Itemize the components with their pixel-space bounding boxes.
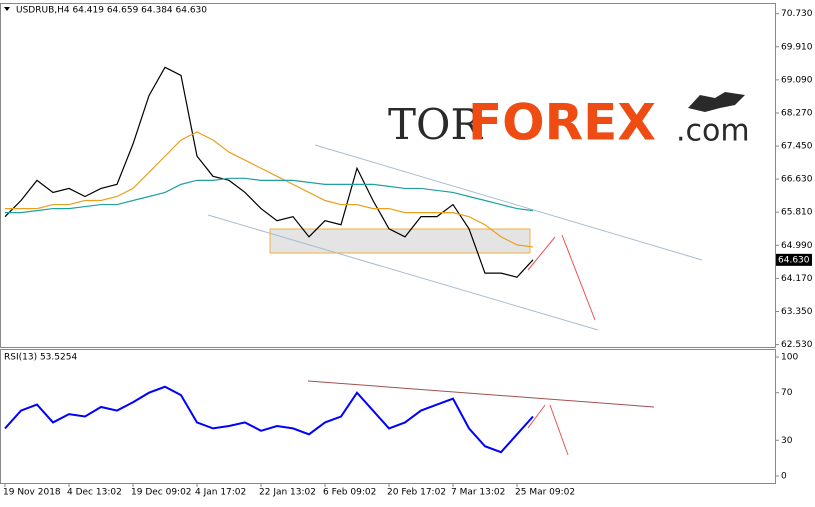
y-tick-label: 66.630 — [781, 175, 813, 185]
arrow — [561, 234, 596, 321]
x-tick-label: 20 Feb 17:02 — [387, 488, 446, 498]
series-line — [5, 177, 534, 214]
watermark-com: .com — [676, 114, 750, 149]
y-tick-label: 69.910 — [781, 42, 813, 52]
y-tick-label: 64.170 — [781, 274, 813, 284]
x-tick-label: 19 Nov 2018 — [3, 488, 61, 498]
watermark-forex: FOREX — [468, 94, 656, 152]
series-line — [5, 131, 534, 248]
y-tick-label: 30 — [781, 436, 793, 446]
last-price-box — [776, 253, 812, 266]
forecast-arrows — [307, 234, 655, 456]
arrow — [549, 404, 569, 456]
y-tick-label: 69.090 — [781, 75, 813, 85]
rsi-trendline — [307, 380, 655, 408]
y-tick-label: 0 — [781, 471, 787, 481]
x-tick-label: 4 Jan 17:02 — [195, 488, 246, 498]
y-tick-label: 65.810 — [781, 208, 813, 218]
price-title: USDRUB,H4 64.419 64.659 64.384 64.630 — [16, 6, 207, 16]
x-tick-label: 7 Mar 13:02 — [451, 488, 505, 498]
y-tick-label: 68.270 — [781, 108, 813, 118]
y-tick-label: 67.450 — [781, 142, 813, 152]
x-tick-label: 4 Dec 13:02 — [67, 488, 122, 498]
channel-bottom — [207, 214, 599, 331]
y-tick-label: 70 — [781, 388, 793, 398]
series-line — [4, 66, 534, 278]
arrow — [527, 236, 556, 271]
last-price-label: 64.630 — [778, 255, 810, 265]
x-tick-label: 22 Jan 13:02 — [259, 488, 316, 498]
rsi-panel — [0, 349, 776, 484]
arrow — [527, 404, 546, 429]
price-panel — [0, 3, 776, 348]
collapse-icon — [4, 7, 10, 11]
y-tick-label: 100 — [781, 353, 798, 363]
watermark-tor: TOR — [388, 100, 483, 149]
x-tick-label: 25 Mar 09:02 — [515, 488, 575, 498]
channel-top — [314, 144, 703, 261]
y-tick-label: 62.530 — [781, 340, 813, 350]
bull-icon — [688, 92, 745, 112]
watermark: TOR FOREX .com — [388, 92, 750, 152]
y-tick-label: 70.730 — [781, 9, 813, 19]
series-line — [4, 385, 534, 454]
y-tick-label: 63.350 — [781, 307, 813, 317]
rsi-title: RSI(13) 53.5254 — [4, 353, 77, 363]
x-tick-label: 19 Dec 09:02 — [131, 488, 192, 498]
resistance-zone — [269, 228, 531, 254]
x-tick-label: 6 Feb 09:02 — [323, 488, 376, 498]
y-tick-label: 64.990 — [781, 241, 813, 251]
